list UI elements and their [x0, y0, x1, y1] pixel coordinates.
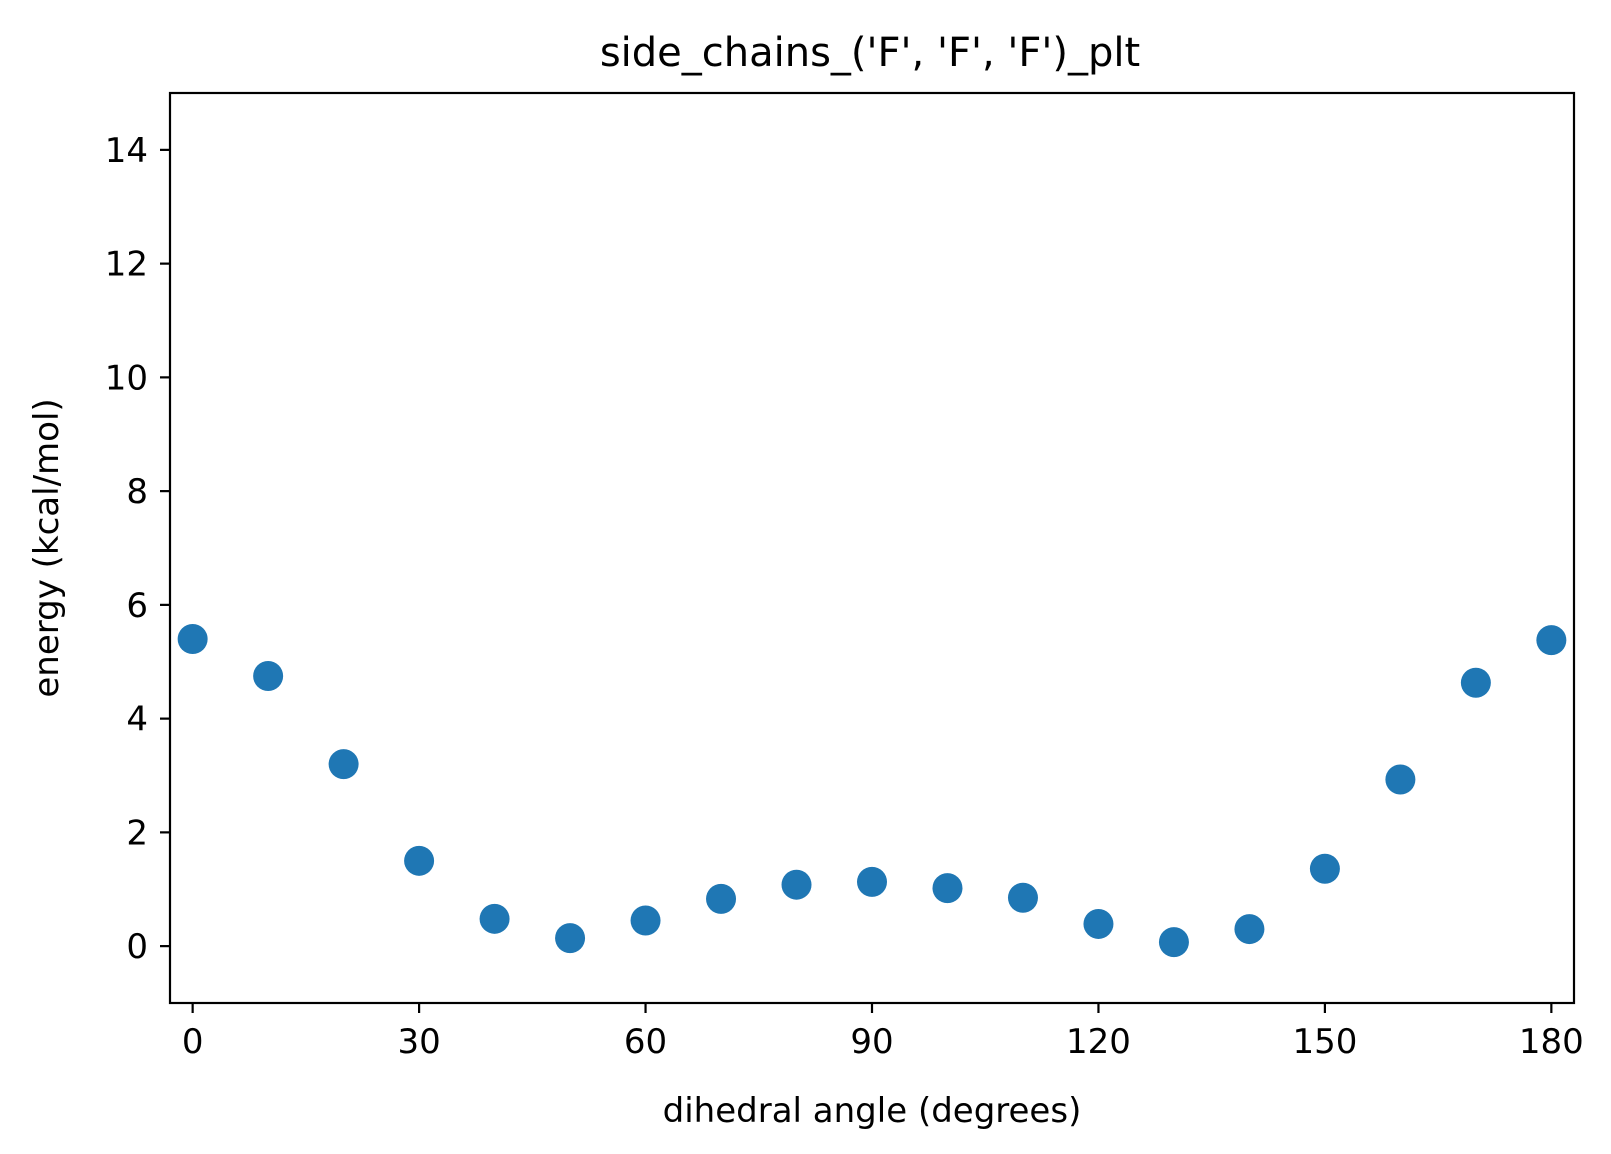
data-point	[1007, 882, 1038, 913]
data-point	[555, 923, 586, 954]
chart-title: side_chains_('F', 'F', 'F')_plt	[600, 30, 1140, 76]
y-axis-label: energy (kcal/mol)	[27, 398, 67, 697]
data-point	[404, 845, 435, 876]
data-point	[177, 624, 208, 654]
data-point	[1385, 764, 1416, 795]
data-point	[857, 866, 887, 897]
y-tick-label: 0	[126, 927, 148, 967]
plot-frame	[168, 91, 1576, 1005]
x-axis: 0 30 60 90 120 150 180	[182, 1003, 1584, 1062]
data-point	[253, 660, 284, 691]
x-tick-label: 180	[1519, 1022, 1584, 1062]
y-tick-label: 14	[105, 131, 148, 171]
data-point	[706, 883, 737, 914]
x-tick-label: 0	[182, 1022, 204, 1062]
data-point	[1158, 927, 1189, 958]
y-tick-label: 10	[105, 358, 148, 398]
y-tick-label: 6	[126, 586, 148, 626]
data-points	[177, 624, 1567, 958]
x-tick-label: 30	[397, 1022, 440, 1062]
x-tick-label: 150	[1292, 1022, 1357, 1062]
y-tick-label: 2	[126, 813, 148, 853]
data-point	[328, 749, 359, 780]
data-point	[781, 869, 812, 900]
y-tick-label: 12	[105, 245, 148, 285]
data-point	[1309, 853, 1340, 884]
data-point	[1536, 625, 1567, 656]
data-point	[630, 905, 661, 936]
data-point	[479, 903, 510, 934]
data-point	[1083, 908, 1114, 939]
y-axis: 0 2 4 6 8 10 12 14	[105, 131, 170, 967]
data-point	[1234, 914, 1265, 945]
x-axis-label: dihedral angle (degrees)	[663, 1091, 1082, 1131]
x-tick-label: 90	[850, 1022, 893, 1062]
data-point	[932, 873, 963, 904]
data-point	[1460, 667, 1491, 698]
y-tick-label: 4	[126, 700, 148, 740]
x-tick-label: 60	[624, 1022, 667, 1062]
y-tick-label: 8	[126, 472, 148, 512]
x-tick-label: 120	[1066, 1022, 1131, 1062]
